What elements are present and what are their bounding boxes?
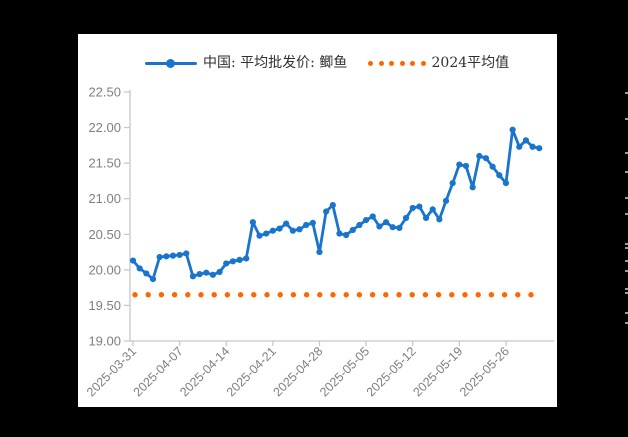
svg-text:21.00: 21.00: [88, 191, 121, 206]
edge-fragment: [625, 171, 628, 173]
svg-text:22.00: 22.00: [88, 120, 121, 135]
cropped-right-edge-content: [624, 0, 628, 437]
edge-fragment: [625, 292, 628, 294]
line-chart: 19.00 19.50 20.00 20.50 21.00 21.50 22.00 22.50…: [84, 85, 554, 399]
edge-fragment: [625, 312, 628, 314]
svg-text:20.00: 20.00: [88, 262, 121, 277]
edge-fragment: [625, 152, 628, 154]
edge-fragment: [625, 213, 628, 215]
svg-text:19.00: 19.00: [88, 334, 121, 349]
legend-item-series: 中国: 平均批发价: 鲫鱼: [145, 55, 347, 71]
edge-fragment: [625, 260, 628, 262]
edge-fragment: [625, 247, 628, 249]
svg-text:21.50: 21.50: [88, 156, 121, 171]
edge-fragment: [625, 288, 628, 290]
circle-marker-icon: [166, 58, 175, 68]
edge-fragment: [625, 92, 628, 94]
legend-series-label: 中国: 平均批发价: 鲫鱼: [203, 55, 348, 71]
edge-fragment: [625, 270, 628, 272]
legend-item-average: 2024平均值: [368, 55, 509, 71]
edge-fragment: [625, 197, 628, 199]
line-marker-icon: [145, 58, 197, 68]
svg-text:2025-05-26: 2025-05-26: [457, 344, 512, 399]
svg-text:22.50: 22.50: [88, 85, 121, 100]
legend-average-label: 2024平均值: [431, 55, 510, 71]
edge-fragment: [625, 322, 628, 324]
edge-fragment: [625, 118, 628, 120]
edge-fragment: [625, 243, 628, 245]
chart-panel: 中国: 平均批发价: 鲫鱼 2024平均值 19.00 19.50 20.00 20.…: [78, 34, 557, 407]
dotted-line-icon: [368, 60, 426, 66]
svg-text:20.50: 20.50: [88, 227, 121, 242]
svg-text:19.50: 19.50: [88, 298, 121, 313]
